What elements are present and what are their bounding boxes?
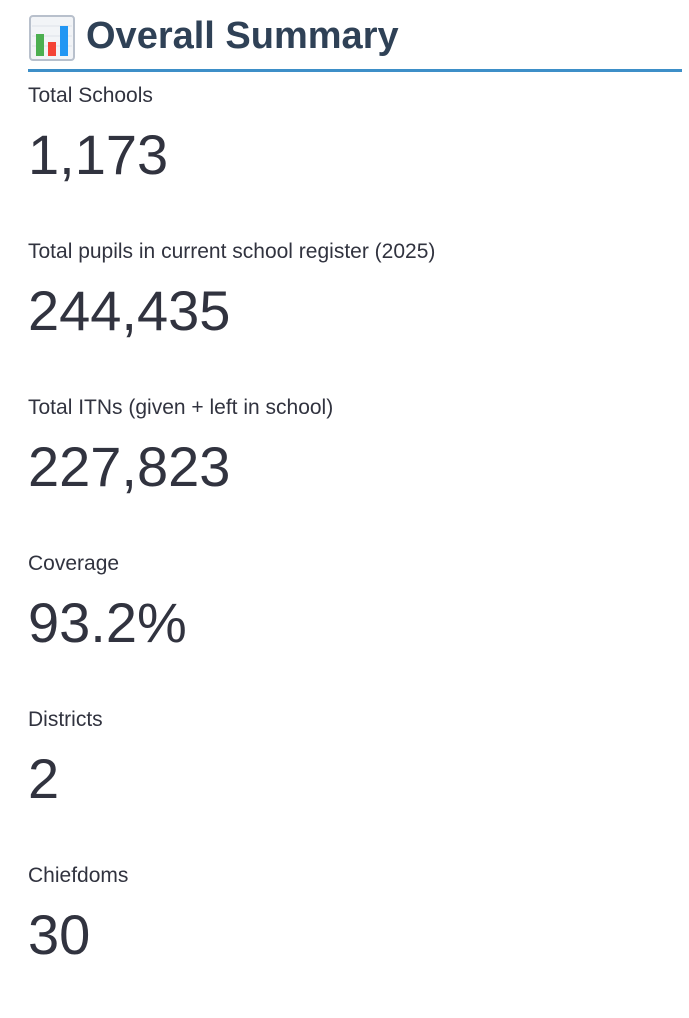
metric-label: Chiefdoms	[28, 864, 129, 887]
metric-label: Coverage	[28, 552, 120, 575]
metric-value: 1,173	[28, 123, 169, 186]
page-title: Overall Summary	[86, 15, 399, 57]
metric-value: 30	[28, 903, 91, 966]
metric-value: 2	[28, 747, 60, 810]
metric-chiefdoms: Chiefdoms 30	[28, 862, 682, 1018]
metric-value: 244,435	[28, 279, 231, 342]
metric-total-pupils: Total pupils in current school register …	[28, 238, 682, 394]
bar-chart-icon	[29, 14, 75, 61]
metric-label: Total ITNs (given + left in school)	[28, 396, 334, 419]
summary-page: Overall Summary Total Schools 1,173 Tota…	[28, 0, 682, 1018]
metric-total-itns: Total ITNs (given + left in school) 227,…	[28, 394, 682, 550]
metric-label: Total Schools	[28, 84, 153, 107]
metric-value: 93.2%	[28, 591, 187, 654]
metric-label: Districts	[28, 708, 103, 731]
metric-value: 227,823	[28, 435, 231, 498]
metric-total-schools: Total Schools 1,173	[28, 82, 682, 238]
metrics-list: Total Schools 1,173 Total pupils in curr…	[28, 82, 682, 1018]
metric-label: Total pupils in current school register …	[28, 240, 436, 263]
metric-coverage: Coverage 93.2%	[28, 550, 682, 706]
summary-header: Overall Summary	[28, 0, 682, 72]
metric-districts: Districts 2	[28, 706, 682, 862]
